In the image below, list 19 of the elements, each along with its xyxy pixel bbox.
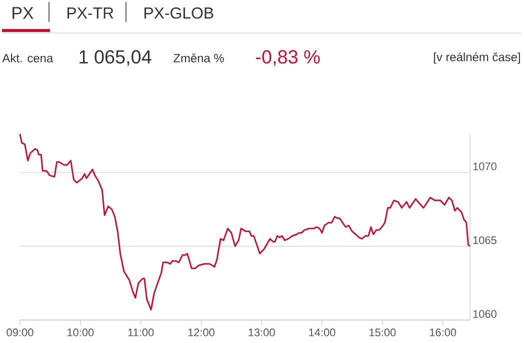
x-tick-label: 16:00 — [430, 328, 456, 336]
x-tick-label: 15:00 — [370, 328, 396, 336]
x-tick-label: 14:00 — [309, 328, 336, 336]
x-tick-label: 10:00 — [68, 328, 94, 336]
y-tick-label: 1065 — [473, 236, 496, 244]
text: [v reálném čase] — [434, 52, 520, 64]
text: PX-TR — [68, 8, 114, 18]
x-tick-label: 09:00 — [6, 328, 34, 336]
chart-title: PX — [12, 7, 34, 19]
text: -0,83 % — [256, 50, 320, 66]
text: PX-GLOB — [144, 7, 214, 19]
text: Akt. cena — [2, 54, 54, 62]
y-tick-label: 1070 — [473, 162, 496, 170]
x-tick-label: 12:00 — [188, 328, 214, 336]
y-tick-label: 1060 — [473, 310, 496, 318]
text: Změna % — [174, 54, 224, 62]
x-tick-label: 13:00 — [248, 328, 275, 336]
text: 1 065,04 — [80, 50, 152, 66]
x-tick-label: 11:00 — [128, 328, 154, 336]
